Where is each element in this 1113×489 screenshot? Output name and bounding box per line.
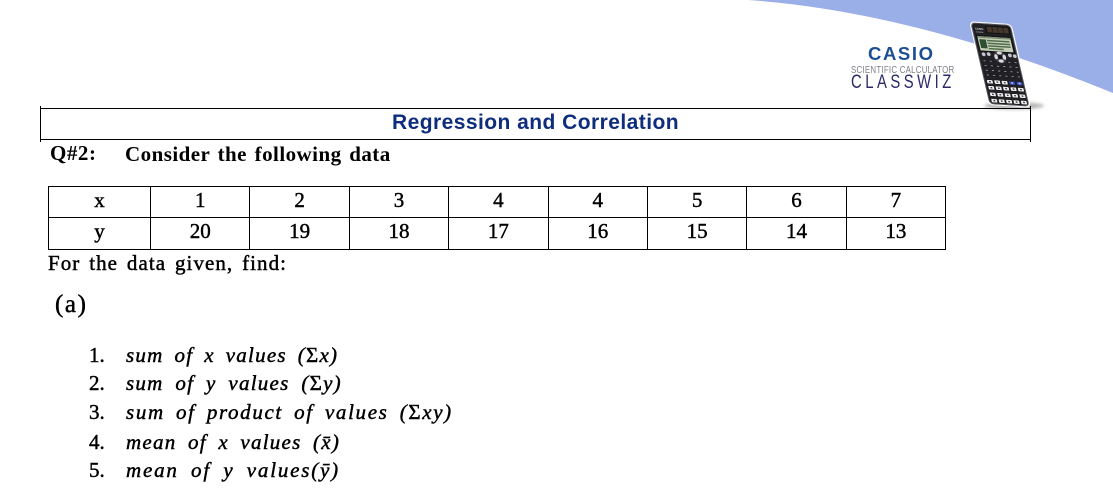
- svg-text:CASIO: CASIO: [975, 27, 984, 31]
